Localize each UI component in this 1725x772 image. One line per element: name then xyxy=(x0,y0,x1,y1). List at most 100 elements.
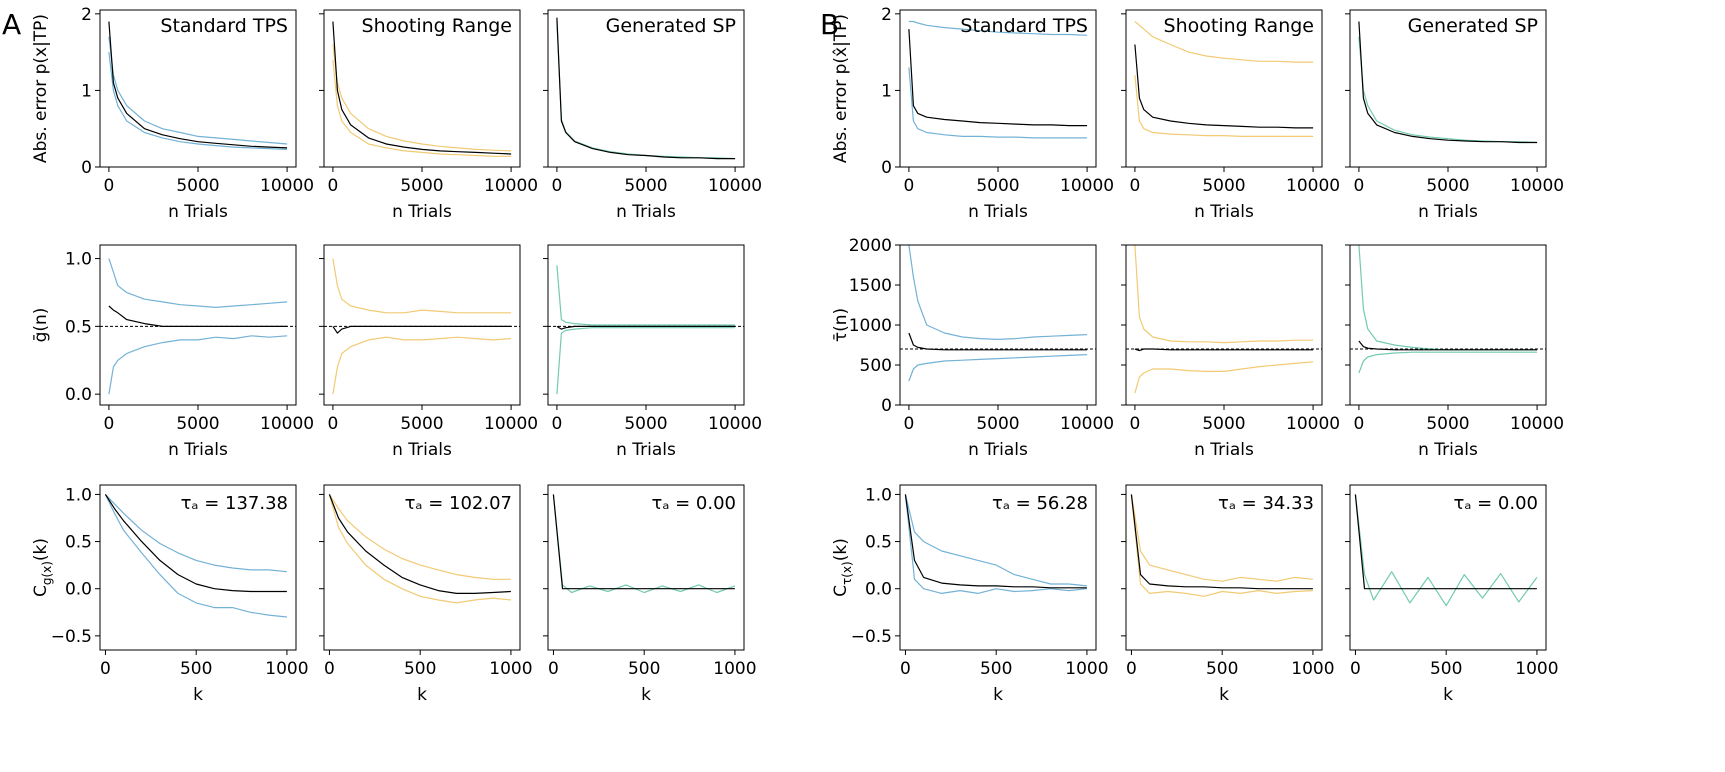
subplot: 0 5000 10000 n Trials xyxy=(543,244,762,460)
x-tick-label: 0 xyxy=(903,176,914,196)
x-tick-label: 5000 xyxy=(1202,414,1245,434)
subplot: 0 5000 10000 n Trials xyxy=(1121,244,1340,460)
x-tick-label: 10000 xyxy=(1286,414,1340,434)
axes-frame xyxy=(323,484,521,651)
y-axis-label-sub: τ(x) xyxy=(840,561,854,585)
series-line xyxy=(1358,340,1538,351)
x-tick-label: 5000 xyxy=(976,414,1019,434)
y-tick-label: 0 xyxy=(881,158,892,178)
x-tick-label: 10000 xyxy=(260,176,314,196)
series-line xyxy=(108,21,288,149)
y-tick-label: 0.0 xyxy=(65,385,92,405)
x-tick-label: 0 xyxy=(103,414,114,434)
x-tick-label: 500 xyxy=(1206,659,1238,679)
series-line xyxy=(332,258,512,314)
series-line xyxy=(556,21,736,160)
axes-frame xyxy=(99,244,297,406)
series-line xyxy=(332,336,512,395)
x-tick-label: 5000 xyxy=(176,176,219,196)
x-tick-label: 5000 xyxy=(1426,414,1469,434)
series-line xyxy=(1358,36,1538,144)
y-tick-label: 1 xyxy=(81,81,92,101)
x-tick-label: 0 xyxy=(1353,414,1364,434)
series-line xyxy=(104,493,287,573)
x-tick-label: 10000 xyxy=(1060,176,1114,196)
y-tick-label: 0 xyxy=(881,396,892,416)
y-tick-label: 2000 xyxy=(849,236,892,256)
subplot-title: Generated SP xyxy=(1408,15,1538,37)
subplot: 0 500 1000 −0.5 0.0 0.5 1.0 k Cτ(x)(k) τₐ = 56.28 xyxy=(831,484,1109,705)
annotation: τₐ = 0.00 xyxy=(652,493,737,514)
series-line xyxy=(908,354,1088,382)
x-tick-label: 0 xyxy=(1129,414,1140,434)
plot-area xyxy=(1358,245,1538,374)
series-line xyxy=(104,494,287,593)
series-line xyxy=(904,494,1087,587)
subplot: 0 500 1000 k τₐ = 0.00 xyxy=(543,484,757,705)
plot-area xyxy=(332,21,512,157)
x-tick-label: 500 xyxy=(404,659,436,679)
y-tick-label: 0.5 xyxy=(65,533,92,553)
subplot: 0 5000 10000 0 500 1000 1500 2000 n Trials τ̄(n) xyxy=(831,236,1114,460)
subplot: 0 5000 10000 n Trials Shooting Range xyxy=(319,9,538,222)
x-tick-label: 0 xyxy=(327,414,338,434)
y-axis-label: Cτ(x)(k) xyxy=(831,538,854,597)
annotation: τₐ = 56.28 xyxy=(992,493,1088,514)
y-tick-label: 0.5 xyxy=(865,533,892,553)
series-line xyxy=(1358,21,1538,144)
x-axis-label: n Trials xyxy=(1418,440,1478,460)
series-line xyxy=(908,20,1088,36)
x-tick-label: 5000 xyxy=(624,414,667,434)
series-line xyxy=(1354,494,1538,607)
subplot: 0 5000 10000 0 1 2 n Trials Abs. error p(x̂|TP)… xyxy=(831,5,1114,222)
x-tick-label: 10000 xyxy=(484,414,538,434)
subplot: 0 5000 10000 n Trials Shooting Range xyxy=(1121,9,1340,222)
series-line xyxy=(332,59,512,157)
y-tick-label: 0.5 xyxy=(65,317,92,337)
x-tick-label: 0 xyxy=(551,414,562,434)
x-axis-label: n Trials xyxy=(168,202,228,222)
series-line xyxy=(556,325,736,330)
x-tick-label: 5000 xyxy=(400,176,443,196)
x-tick-label: 10000 xyxy=(1510,176,1564,196)
series-line xyxy=(108,52,288,150)
y-axis-label-main: C xyxy=(31,585,51,597)
series-line xyxy=(108,335,288,395)
series-line xyxy=(332,44,512,152)
x-tick-label: 1000 xyxy=(1515,659,1558,679)
y-axis-label-main: Abs. error p(x̂|TP) xyxy=(831,14,851,163)
y-tick-label: 1500 xyxy=(849,276,892,296)
x-tick-label: 0 xyxy=(548,659,559,679)
x-tick-label: 1000 xyxy=(265,659,308,679)
x-tick-label: 500 xyxy=(180,659,212,679)
subplot: 0 5000 10000 n Trials Generated SP xyxy=(543,9,762,222)
subplot: 0 500 1000 k τₐ = 0.00 xyxy=(1345,484,1559,705)
y-tick-label: −0.5 xyxy=(51,627,92,647)
series-line xyxy=(1134,361,1314,394)
subplot-title: Standard TPS xyxy=(160,15,288,37)
axes-frame xyxy=(899,484,1097,651)
axes-frame xyxy=(547,484,745,651)
series-line xyxy=(904,494,1087,589)
x-axis-label: k xyxy=(1219,685,1229,705)
x-tick-label: 500 xyxy=(628,659,660,679)
x-tick-label: 500 xyxy=(1430,659,1462,679)
series-line xyxy=(1134,44,1314,129)
x-tick-label: 0 xyxy=(903,414,914,434)
series-line xyxy=(908,332,1088,351)
x-tick-label: 5000 xyxy=(1426,176,1469,196)
x-tick-label: 500 xyxy=(980,659,1012,679)
y-axis-label-sub: g(x) xyxy=(40,561,54,585)
y-tick-label: 2 xyxy=(881,5,892,25)
subplot: 0 5000 10000 0 1 2 n Trials Abs. error p(x|TP) S… xyxy=(31,5,314,222)
series-line xyxy=(332,325,512,334)
annotation: τₐ = 102.07 xyxy=(405,493,512,514)
plot-area xyxy=(328,494,511,604)
y-tick-label: 0.0 xyxy=(865,580,892,600)
series-line xyxy=(1134,21,1314,63)
plot-area xyxy=(552,494,736,594)
panel-label: A xyxy=(2,8,21,41)
series-line xyxy=(1130,494,1313,597)
series-line xyxy=(1354,494,1537,590)
